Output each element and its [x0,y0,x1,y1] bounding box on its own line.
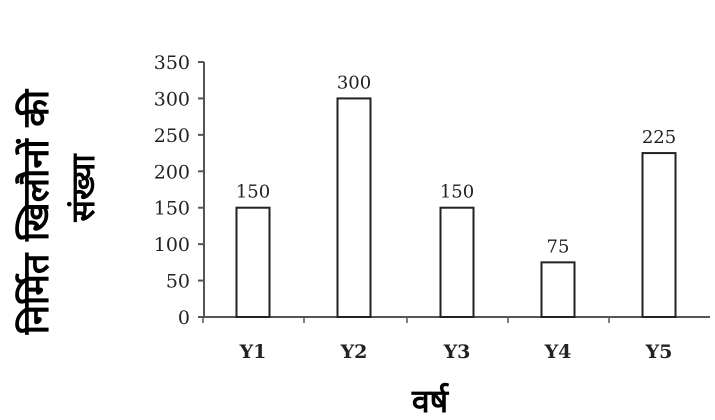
bars [235,97,677,319]
data-labels: 150 300 150 75 225 [236,72,676,257]
x-category-label-y5: Y5 [645,341,673,363]
x-category-label-y1: Y1 [239,341,267,363]
y-tick-label: 350 [154,52,190,74]
y-tick-label: 0 [178,307,190,329]
bar-y1 [235,206,271,318]
bar-y4 [540,261,576,319]
x-category-label-y4: Y4 [544,341,572,363]
y-axis-ticks: 0 50 100 150 200 250 300 350 [154,52,204,329]
y-tick-label: 50 [166,271,190,293]
y-tick-label: 150 [154,198,190,220]
y-axis-title-line1: निर्मित खिलौनों की [15,88,57,335]
bar-y2 [336,97,372,318]
y-tick-label: 100 [154,234,190,256]
data-label-y5: 225 [642,127,676,148]
bar-y5 [641,152,677,318]
data-label-y2: 300 [337,72,371,93]
data-label-y4: 75 [547,236,570,257]
x-category-label-y3: Y3 [443,341,471,363]
y-tick-label: 200 [154,161,190,183]
y-tick-label: 250 [154,125,190,147]
y-tick-label: 300 [154,88,190,110]
x-axis-categories: Y1 Y2 Y3 Y4 Y5 [202,317,673,363]
data-label-y3: 150 [440,182,474,203]
x-axis-title: वर्ष [411,382,450,420]
y-axis-title: निर्मित खिलौनों की संख्या [15,88,102,335]
bar-y3 [439,206,475,318]
x-category-label-y2: Y2 [340,341,368,363]
data-label-y1: 150 [236,182,270,203]
y-axis-title-line2: संख्या [64,153,102,223]
